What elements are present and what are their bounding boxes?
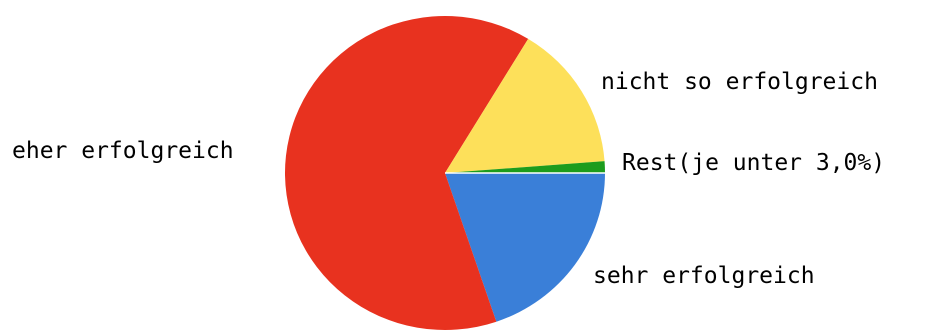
slice-label-nicht-so-erfolgreich: nicht so erfolgreich <box>601 69 878 95</box>
slice-label-sehr-erfolgreich: sehr erfolgreich <box>593 263 815 289</box>
pie-slice-rest-je-unter-3-0 <box>445 161 605 173</box>
pie-slice-nicht-so-erfolgreich <box>445 38 605 173</box>
slice-label-eher-erfolgreich: eher erfolgreich <box>12 138 234 164</box>
slice-label-rest: Rest(je unter 3,0%) <box>622 150 885 176</box>
pie-slices <box>284 15 605 330</box>
pie-slice-sehr-erfolgreich <box>445 173 605 322</box>
pie-slice-eher-erfolgreich <box>284 15 529 330</box>
